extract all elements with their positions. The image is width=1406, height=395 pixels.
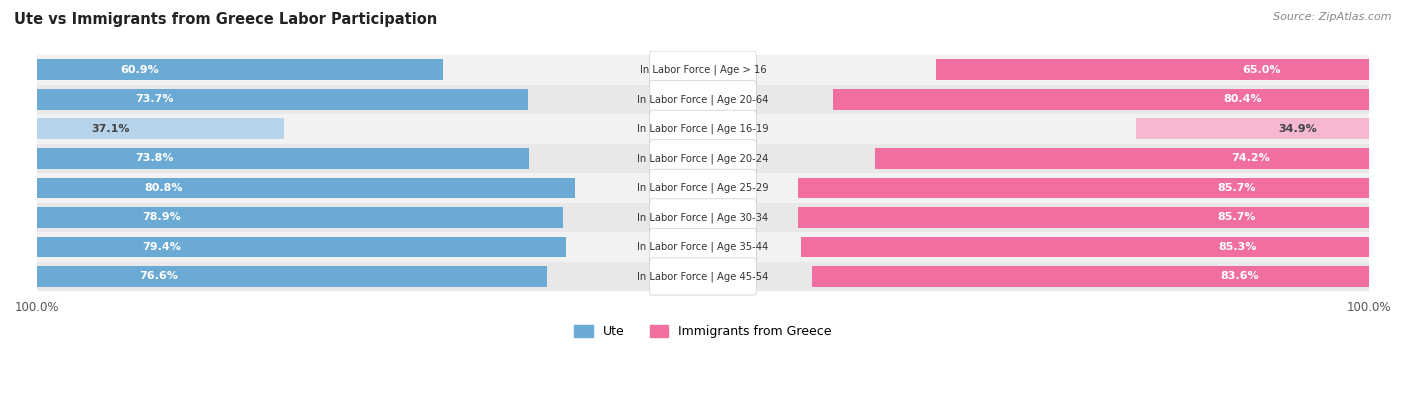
Bar (37, 203, 1369, 232)
Bar (37, 59, 443, 80)
Text: 79.4%: 79.4% (142, 242, 181, 252)
Bar (37, 85, 1369, 114)
Bar (37, 237, 565, 257)
FancyBboxPatch shape (650, 169, 756, 207)
Bar (37, 177, 575, 198)
Text: 73.8%: 73.8% (135, 153, 174, 163)
Bar (37, 207, 562, 228)
Text: In Labor Force | Age > 16: In Labor Force | Age > 16 (640, 64, 766, 75)
FancyBboxPatch shape (650, 110, 756, 147)
Text: 60.9%: 60.9% (121, 65, 159, 75)
Bar (834, 89, 1369, 109)
Bar (799, 177, 1369, 198)
Bar (37, 143, 1369, 173)
Text: 80.4%: 80.4% (1223, 94, 1263, 104)
Text: In Labor Force | Age 35-44: In Labor Force | Age 35-44 (637, 242, 769, 252)
Bar (875, 148, 1369, 169)
Text: 85.7%: 85.7% (1218, 183, 1256, 193)
Text: In Labor Force | Age 30-34: In Labor Force | Age 30-34 (637, 212, 769, 223)
Text: 74.2%: 74.2% (1232, 153, 1270, 163)
Bar (37, 148, 529, 169)
Legend: Ute, Immigrants from Greece: Ute, Immigrants from Greece (569, 320, 837, 343)
Text: 85.7%: 85.7% (1218, 213, 1256, 222)
FancyBboxPatch shape (650, 51, 756, 88)
Text: In Labor Force | Age 20-24: In Labor Force | Age 20-24 (637, 153, 769, 164)
Bar (37, 173, 1369, 203)
Bar (936, 59, 1369, 80)
FancyBboxPatch shape (650, 228, 756, 265)
Text: Ute vs Immigrants from Greece Labor Participation: Ute vs Immigrants from Greece Labor Part… (14, 12, 437, 27)
Text: 65.0%: 65.0% (1243, 65, 1281, 75)
Bar (37, 118, 284, 139)
Text: 73.7%: 73.7% (135, 94, 174, 104)
Text: 76.6%: 76.6% (139, 271, 179, 282)
Bar (37, 114, 1369, 143)
Bar (37, 232, 1369, 261)
FancyBboxPatch shape (650, 81, 756, 118)
Text: In Labor Force | Age 16-19: In Labor Force | Age 16-19 (637, 124, 769, 134)
Text: 37.1%: 37.1% (91, 124, 131, 134)
Bar (801, 237, 1369, 257)
Text: 83.6%: 83.6% (1220, 271, 1258, 282)
Text: In Labor Force | Age 20-64: In Labor Force | Age 20-64 (637, 94, 769, 105)
Text: 78.9%: 78.9% (142, 213, 180, 222)
Text: In Labor Force | Age 25-29: In Labor Force | Age 25-29 (637, 182, 769, 193)
Bar (37, 55, 1369, 85)
FancyBboxPatch shape (650, 140, 756, 177)
Bar (37, 89, 527, 109)
Text: In Labor Force | Age 45-54: In Labor Force | Age 45-54 (637, 271, 769, 282)
FancyBboxPatch shape (650, 258, 756, 295)
Bar (37, 266, 547, 287)
Text: 34.9%: 34.9% (1278, 124, 1317, 134)
Bar (813, 266, 1369, 287)
FancyBboxPatch shape (650, 199, 756, 236)
Bar (799, 207, 1369, 228)
Text: 80.8%: 80.8% (143, 183, 183, 193)
Bar (1136, 118, 1369, 139)
Text: Source: ZipAtlas.com: Source: ZipAtlas.com (1274, 12, 1392, 22)
Bar (37, 261, 1369, 291)
Text: 85.3%: 85.3% (1218, 242, 1257, 252)
